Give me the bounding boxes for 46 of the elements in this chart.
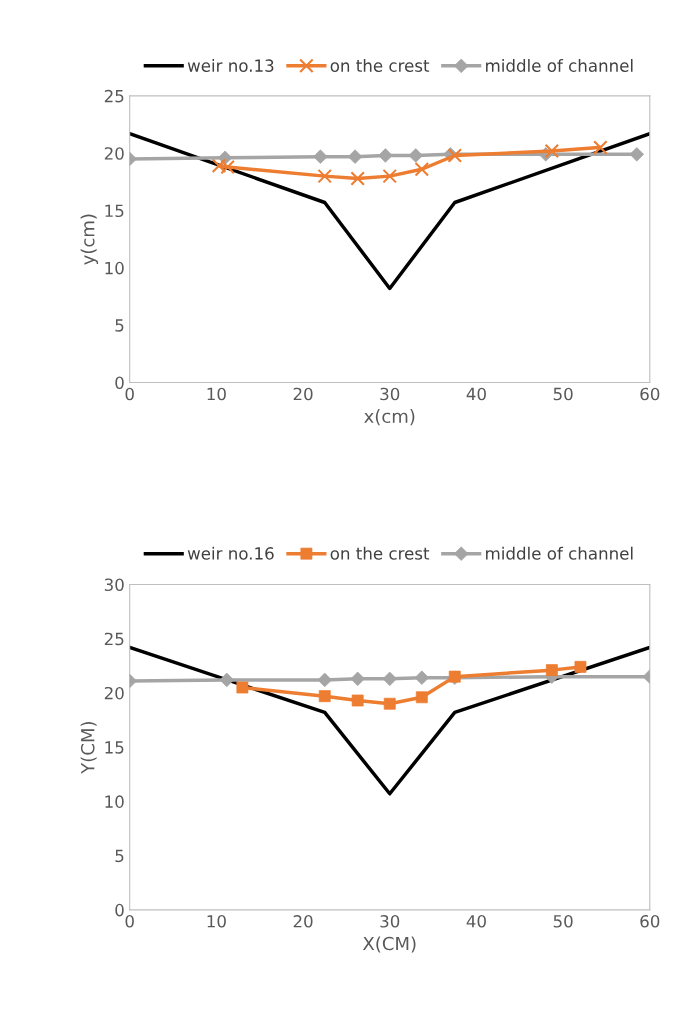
x-tick-label: 30: [380, 915, 400, 928]
point: [350, 171, 365, 186]
y-tick-label: 15: [105, 204, 124, 218]
point: [317, 168, 333, 184]
x-tick-label: 50: [553, 915, 573, 928]
legend-label: on the crest: [330, 546, 430, 560]
legend-label: weir no.16: [187, 546, 274, 560]
x-tick-label: 60: [640, 387, 660, 401]
y-tick-label: 20: [104, 147, 124, 160]
point: [347, 149, 363, 164]
legend-label: middle of channel: [486, 546, 633, 560]
y-tick-label: 25: [104, 89, 124, 103]
point: [593, 140, 608, 155]
y-tick-label: 5: [115, 319, 124, 332]
legend-label: weir no.13: [187, 59, 274, 72]
x-tick-label: 0: [125, 915, 134, 928]
x-tick-label: 60: [640, 915, 660, 928]
y-tick-label: 15: [105, 741, 124, 754]
y-tick-label: 10: [105, 795, 124, 808]
y-tick-label: 0: [115, 903, 124, 917]
y-tick-label: 5: [115, 849, 124, 863]
x-axis-title: X(CM): [362, 936, 416, 953]
legend-label: middle of channel: [486, 59, 633, 72]
x-axis-title: x(cm): [364, 409, 415, 426]
y-axis-title: Y(CM): [80, 722, 97, 774]
x-tick-label: 0: [125, 387, 134, 401]
x-tick-label: 20: [293, 387, 313, 401]
y-axis-title: y(cm): [80, 214, 99, 265]
point: [414, 161, 430, 177]
point: [408, 148, 423, 163]
x-tick-label: 40: [466, 387, 486, 401]
y-tick-label: 20: [104, 686, 124, 700]
y-tick-label: 30: [104, 578, 124, 592]
y-tick-label: 0: [115, 376, 124, 390]
point: [447, 148, 463, 163]
x-tick-label: 10: [207, 387, 226, 401]
x-tick-label: 30: [380, 387, 400, 401]
x-tick-label: 40: [466, 915, 486, 928]
x-tick-label: 20: [293, 915, 313, 928]
point: [544, 143, 560, 159]
x-tick-label: 50: [553, 387, 573, 401]
point: [382, 168, 398, 184]
y-tick-label: 10: [105, 261, 124, 275]
x-tick-label: 10: [207, 915, 226, 928]
legend-label: on the crest: [330, 59, 430, 72]
y-tick-label: 25: [104, 632, 124, 646]
